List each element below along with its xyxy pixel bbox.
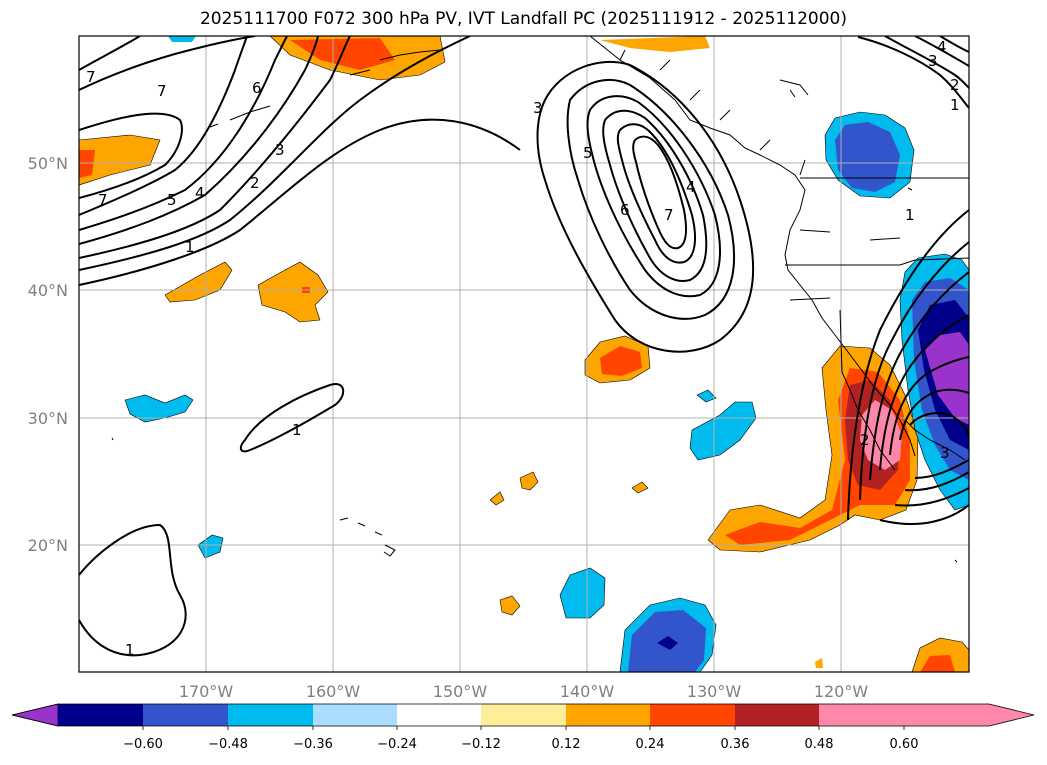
lat-label-30n: 30°N bbox=[28, 409, 68, 428]
colorbar-tick-label: 0.60 bbox=[890, 737, 919, 752]
lon-label-130w: 130°W bbox=[687, 682, 742, 701]
contour-label: 3 bbox=[928, 52, 938, 70]
contour-label: 3 bbox=[533, 99, 543, 117]
colorbar-segment bbox=[481, 704, 566, 726]
pv-contours bbox=[79, 36, 969, 657]
lon-label-160w: 160°W bbox=[306, 682, 361, 701]
contour-label: 1 bbox=[125, 641, 135, 659]
contour-label: 6 bbox=[252, 79, 262, 97]
contour-label: 2 bbox=[250, 174, 260, 192]
contour-label: 3 bbox=[940, 444, 950, 462]
contour-label: 7 bbox=[157, 82, 167, 100]
colorbar-extend-high bbox=[904, 704, 1034, 726]
colorbar-segment bbox=[397, 704, 481, 726]
contour-labels: 7 7 6 7 5 4 3 2 1 3 5 6 7 4 1 1 4 3 2 1 … bbox=[86, 38, 960, 659]
colorbar-segment bbox=[566, 704, 650, 726]
colorbar-tick-label: 0.12 bbox=[552, 737, 581, 752]
lon-label-170w: 170°W bbox=[179, 682, 234, 701]
colorbar-tick-label: 0.48 bbox=[805, 737, 834, 752]
contour-label: 7 bbox=[86, 68, 96, 86]
coastlines bbox=[111, 36, 969, 563]
colorbar-tick-label: −0.48 bbox=[208, 737, 248, 752]
contour-label: 1 bbox=[185, 238, 195, 256]
colorbar-ticks bbox=[142, 726, 905, 730]
colorbar-segment bbox=[143, 704, 228, 726]
contour-label: 4 bbox=[195, 184, 205, 202]
contour-label: 7 bbox=[664, 206, 674, 224]
contour-label: 5 bbox=[583, 144, 593, 162]
contour-label: 1 bbox=[292, 421, 302, 439]
negative-anomaly-shading bbox=[124, 36, 969, 672]
lon-label-140w: 140°W bbox=[560, 682, 615, 701]
contour-label: 2 bbox=[860, 431, 870, 449]
latitude-labels: 50°N 40°N 30°N 20°N bbox=[28, 154, 68, 555]
map-title: 2025111700 F072 300 hPa PV, IVT Landfall… bbox=[199, 9, 847, 29]
lat-label-20n: 20°N bbox=[28, 536, 68, 555]
lat-label-40n: 40°N bbox=[28, 281, 68, 300]
lat-label-50n: 50°N bbox=[28, 154, 68, 173]
contour-label: 7 bbox=[98, 191, 108, 209]
contour-label: 4 bbox=[686, 178, 696, 196]
colorbar-segment bbox=[313, 704, 397, 726]
lon-label-150w: 150°W bbox=[433, 682, 488, 701]
contour-label: 1 bbox=[950, 96, 960, 114]
colorbar-segment bbox=[735, 704, 819, 726]
contour-label: 1 bbox=[905, 206, 915, 224]
contour-label: 2 bbox=[950, 76, 960, 94]
longitude-labels: 170°W 160°W 150°W 140°W 130°W 120°W bbox=[179, 682, 869, 701]
colorbar-tick-label: −0.24 bbox=[377, 737, 417, 752]
contour-label: 5 bbox=[167, 191, 177, 209]
colorbar-extend-low bbox=[11, 703, 59, 727]
colorbar-segment bbox=[58, 704, 143, 726]
colorbar-tick-label: −0.60 bbox=[123, 737, 163, 752]
colorbar-tick-label: 0.36 bbox=[721, 737, 750, 752]
map-area: 7 7 6 7 5 4 3 2 1 3 5 6 7 4 1 1 4 3 2 1 … bbox=[79, 36, 969, 672]
colorbar: −0.60 −0.48 −0.36 −0.24 −0.12 0.12 0.24 … bbox=[11, 703, 1035, 752]
contour-label: 3 bbox=[275, 141, 285, 159]
lon-label-120w: 120°W bbox=[814, 682, 869, 701]
colorbar-tick-label: −0.36 bbox=[293, 737, 333, 752]
colorbar-tick-label: 0.24 bbox=[636, 737, 665, 752]
contour-label: 4 bbox=[937, 38, 947, 56]
map-frame bbox=[78, 35, 970, 673]
colorbar-tick-label: −0.12 bbox=[461, 737, 501, 752]
colorbar-segment bbox=[819, 704, 904, 726]
colorbar-segment bbox=[650, 704, 735, 726]
contour-label: 6 bbox=[620, 201, 630, 219]
colorbar-segment bbox=[228, 704, 313, 726]
